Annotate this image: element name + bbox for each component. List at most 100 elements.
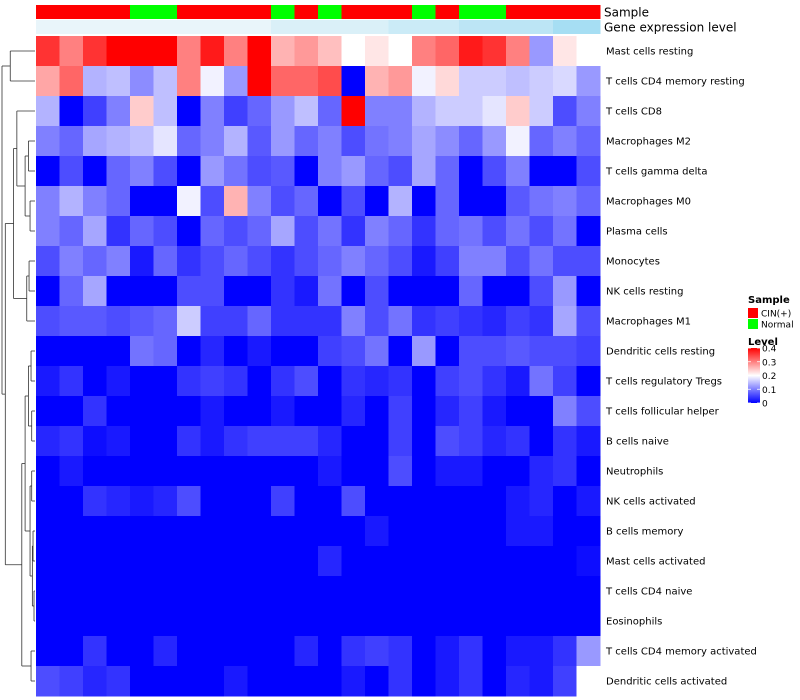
heatmap-cell <box>482 396 507 427</box>
heatmap-cell <box>576 276 601 307</box>
row-label: Mast cells activated <box>606 557 705 568</box>
heatmap-cell <box>153 306 178 337</box>
heatmap-cell <box>341 366 366 397</box>
heatmap-cell <box>341 306 366 337</box>
row-label: T cells follicular helper <box>605 407 720 418</box>
row-label: Macrophages M2 <box>606 137 691 148</box>
heatmap-cell <box>224 606 248 637</box>
heatmap-cell <box>553 276 577 307</box>
heatmap-cell <box>153 66 178 97</box>
heatmap-cell <box>106 426 131 457</box>
heatmap-cell <box>529 486 554 517</box>
heatmap-cell <box>318 636 342 667</box>
heatmap-cell <box>482 66 507 97</box>
expression-annotation-cell <box>59 20 84 34</box>
heatmap-cell <box>341 456 366 487</box>
heatmap-cell <box>294 336 319 367</box>
heatmap-cell <box>83 456 107 487</box>
heatmap-cell <box>177 546 201 577</box>
heatmap-cell <box>388 636 413 667</box>
heatmap-cell <box>388 486 413 517</box>
heatmap-cell <box>36 186 60 217</box>
heatmap-cell <box>553 636 577 667</box>
heatmap-cell <box>153 576 178 607</box>
heatmap-cell <box>83 96 107 127</box>
heatmap-cell <box>106 546 131 577</box>
heatmap-cell <box>412 666 436 697</box>
heatmap-cell <box>130 216 154 247</box>
heatmap-cell <box>412 246 436 277</box>
heatmap-cell <box>459 36 483 67</box>
heatmap-cell <box>506 336 530 367</box>
row-label: T cells CD8 <box>605 107 662 118</box>
heatmap-cell <box>271 486 295 517</box>
heatmap-cell <box>412 636 436 667</box>
heatmap-cell <box>365 636 389 667</box>
heatmap-cell <box>341 36 366 67</box>
heatmap-cell <box>529 636 554 667</box>
expression-annotation-cell <box>294 20 319 34</box>
heatmap-cell <box>36 606 60 637</box>
row-label: Monocytes <box>606 257 660 268</box>
heatmap-cell <box>271 126 295 157</box>
heatmap-cell <box>130 276 154 307</box>
heatmap-cell <box>106 456 131 487</box>
heatmap-cell <box>412 516 436 547</box>
heatmap-cell <box>224 456 248 487</box>
heatmap-cell <box>106 606 131 637</box>
heatmap-cell <box>177 276 201 307</box>
sample-annotation-cell <box>36 5 60 19</box>
heatmap-cell <box>482 186 507 217</box>
heatmap-cell <box>553 486 577 517</box>
heatmap-cell <box>224 216 248 247</box>
heatmap-cell <box>200 96 225 127</box>
heatmap-cell <box>318 336 342 367</box>
heatmap-cell <box>153 666 178 697</box>
row-label: NK cells activated <box>606 497 696 508</box>
heatmap-cell <box>247 426 272 457</box>
heatmap-cell <box>341 606 366 637</box>
heatmap-cell <box>36 246 60 277</box>
heatmap-cell <box>576 636 601 667</box>
sample-annotation-cell <box>224 5 248 19</box>
heatmap-cell <box>294 666 319 697</box>
sample-annotation-cell <box>59 5 84 19</box>
heatmap-cell <box>130 396 154 427</box>
heatmap-cell <box>388 246 413 277</box>
heatmap-cell <box>576 456 601 487</box>
heatmap-cell <box>318 306 342 337</box>
heatmap-cell <box>482 306 507 337</box>
heatmap-cell <box>482 516 507 547</box>
heatmap-cell <box>224 156 248 187</box>
heatmap-cell <box>388 96 413 127</box>
heatmap-cell <box>482 36 507 67</box>
heatmap-cell <box>59 456 84 487</box>
heatmap-cell <box>106 396 131 427</box>
heatmap-cell <box>130 486 154 517</box>
heatmap-cell <box>271 516 295 547</box>
heatmap-cell <box>482 276 507 307</box>
heatmap-cell <box>435 306 460 337</box>
heatmap-cell <box>177 636 201 667</box>
heatmap-cell <box>576 126 601 157</box>
row-label: Dendritic cells activated <box>606 677 727 688</box>
heatmap-cell <box>576 306 601 337</box>
heatmap-cell <box>36 666 60 697</box>
heatmap-cell <box>106 186 131 217</box>
heatmap-cell <box>153 156 178 187</box>
heatmap-cell <box>365 216 389 247</box>
heatmap-cell <box>294 606 319 637</box>
heatmap-cell <box>106 336 131 367</box>
heatmap-cell <box>59 486 84 517</box>
heatmap-cell <box>83 366 107 397</box>
heatmap-cell <box>318 486 342 517</box>
heatmap-cell <box>553 306 577 337</box>
heatmap-cell <box>388 216 413 247</box>
heatmap-cell <box>435 546 460 577</box>
heatmap-cell <box>153 546 178 577</box>
legend-level-label: 0.3 <box>762 358 776 368</box>
heatmap-cell <box>106 486 131 517</box>
heatmap-cell <box>271 666 295 697</box>
heatmap-cell <box>459 456 483 487</box>
